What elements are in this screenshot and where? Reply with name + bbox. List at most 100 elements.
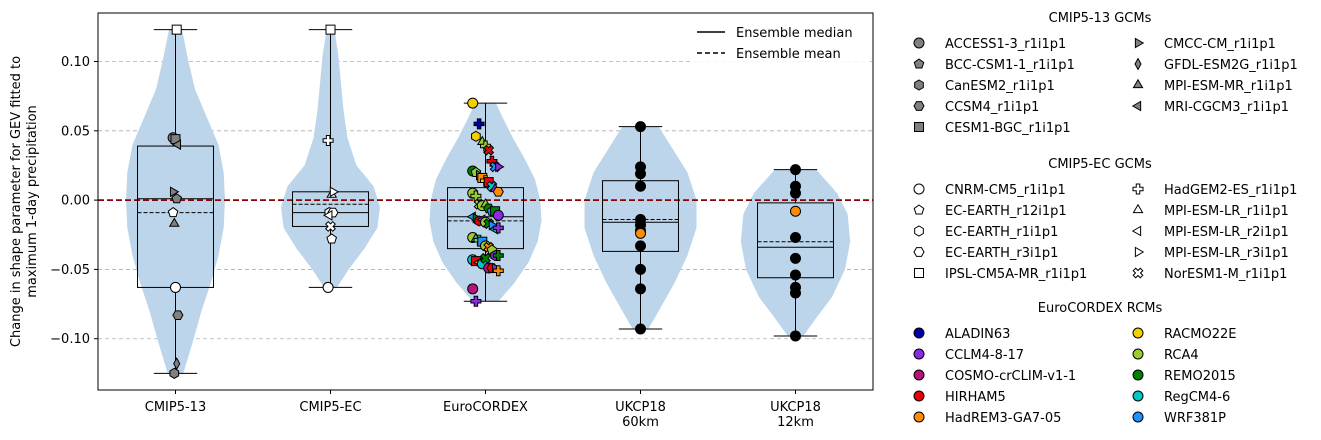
legend-label: EC-EARTH_r1i1p1 xyxy=(945,225,1058,240)
data-point xyxy=(492,265,504,277)
legend-label: WRF381P xyxy=(1164,411,1226,426)
axis-ticks: −0.10 −0.05 0.00 0.05 0.10 CMIP5-13 CMIP5-EC Eu… xyxy=(50,55,821,430)
legend-marker xyxy=(913,390,925,402)
data-point xyxy=(467,97,479,109)
data-points xyxy=(167,24,801,379)
legend-marker xyxy=(1132,390,1144,402)
y-axis-label-line-1: Change in shape parameter for GEV fitted… xyxy=(9,56,24,347)
legend-marker xyxy=(1134,37,1145,49)
data-point xyxy=(326,233,338,244)
data-point xyxy=(483,144,495,156)
legend-marker xyxy=(1132,348,1144,360)
legend-marker xyxy=(914,268,924,278)
y-tick-label: −0.05 xyxy=(50,263,90,278)
data-point xyxy=(495,161,505,173)
legend-label: MPI-ESM-LR_r2i1p1 xyxy=(1164,225,1289,240)
legend-label: RCA4 xyxy=(1164,348,1199,363)
data-point xyxy=(790,164,801,176)
iqr-box xyxy=(602,180,679,252)
data-point xyxy=(480,252,491,264)
legend-label: COSMO-crCLIM-v1-1 xyxy=(945,369,1076,384)
legend-label: GFDL-ESM2G_r1i1p1 xyxy=(1164,58,1298,73)
legend-marker xyxy=(1132,327,1144,339)
data-point xyxy=(467,283,479,295)
legend-marker xyxy=(1132,267,1144,279)
x-tick-label: UKCP18 xyxy=(615,400,666,415)
legend-marker xyxy=(1131,225,1142,237)
x-marker-shape xyxy=(325,220,336,232)
legend-label: MPI-ESM-LR_r1i1p1 xyxy=(1164,204,1289,219)
legend-marker xyxy=(914,79,924,91)
legend-marker xyxy=(1132,78,1144,89)
legend-label: MPI-ESM-LR_r3i1p1 xyxy=(1164,246,1289,261)
legend-label: NorESM1-M_r1i1p1 xyxy=(1164,267,1287,282)
legend-label: ALADIN63 xyxy=(945,327,1010,342)
y-axis-label-line-2: maximum 1-day precipitation xyxy=(25,105,40,298)
legend-marker xyxy=(1134,246,1145,258)
legend-label: REMO2015 xyxy=(1164,369,1236,384)
data-point xyxy=(168,217,180,227)
data-point xyxy=(169,186,180,198)
data-point xyxy=(322,281,334,293)
data-point xyxy=(325,24,336,35)
data-point xyxy=(170,281,181,293)
legend-marker xyxy=(913,37,925,49)
data-point xyxy=(492,186,504,197)
legend-marker xyxy=(914,122,924,132)
data-point xyxy=(790,252,801,264)
legend-label: CESM1-BGC_r1i1p1 xyxy=(945,121,1071,136)
data-point xyxy=(325,220,336,232)
data-point xyxy=(471,130,481,142)
data-point xyxy=(790,232,801,244)
data-point xyxy=(171,193,183,204)
legend-marker xyxy=(913,247,925,257)
legend-label: IPSL-CM5A-MR_r1i1p1 xyxy=(945,267,1087,282)
legend-marker xyxy=(1134,57,1142,71)
data-point xyxy=(492,222,504,234)
y-tick-label: 0.05 xyxy=(61,124,90,139)
line-legend-label: Ensemble median xyxy=(736,26,853,41)
legend-marker xyxy=(1132,411,1144,423)
data-point xyxy=(322,135,334,147)
legend-group-2: EuroCORDEX RCMs ALADIN63 CCLM4-8-17 COSMO-c… xyxy=(913,301,1236,426)
line-legend-bg xyxy=(690,18,870,64)
legend-label: EC-EARTH_r3i1p1 xyxy=(945,246,1058,261)
data-point xyxy=(635,323,646,335)
data-point xyxy=(635,180,646,192)
legend-marker xyxy=(1132,203,1144,214)
legend-label: RACMO22E xyxy=(1164,327,1236,342)
data-point xyxy=(790,187,801,199)
legend-marker xyxy=(1132,183,1144,195)
y-tick-label: 0.10 xyxy=(61,55,90,70)
legend-marker xyxy=(913,348,925,360)
data-point xyxy=(470,295,482,307)
legend-label: HIRHAM5 xyxy=(945,390,1006,405)
data-point xyxy=(172,310,184,320)
x-marker-shape xyxy=(480,252,491,264)
legend-marker xyxy=(913,204,925,215)
data-point xyxy=(492,250,504,262)
data-point xyxy=(473,118,485,130)
legend-marker xyxy=(913,411,925,423)
legend-marker xyxy=(913,369,925,381)
legend-group-1: CMIP5-EC GCMs CNRM-CM5_r1i1p1 EC-EARTH_r12… xyxy=(913,157,1297,282)
legend-label: MRI-CGCM3_r1i1p1 xyxy=(1164,100,1289,115)
data-point xyxy=(323,209,333,221)
line-legend-label: Ensemble mean xyxy=(736,47,841,62)
legend-label: MPI-ESM-MR_r1i1p1 xyxy=(1164,79,1293,94)
legend-title: EuroCORDEX RCMs xyxy=(1038,301,1163,316)
data-point xyxy=(790,205,801,217)
data-point xyxy=(635,168,646,180)
x-tick-label: UKCP18 xyxy=(770,400,821,415)
legend-marker xyxy=(914,225,924,237)
legend-label: CCLM4-8-17 xyxy=(945,348,1024,363)
data-point xyxy=(635,121,646,133)
violins xyxy=(126,29,851,374)
data-point xyxy=(635,283,646,295)
legend-label: CNRM-CM5_r1i1p1 xyxy=(945,183,1066,198)
legend-title: CMIP5-EC GCMs xyxy=(1048,157,1152,172)
data-point xyxy=(635,263,646,275)
legend-label: BCC-CSM1-1_r1i1p1 xyxy=(945,58,1075,73)
data-point xyxy=(790,269,801,281)
